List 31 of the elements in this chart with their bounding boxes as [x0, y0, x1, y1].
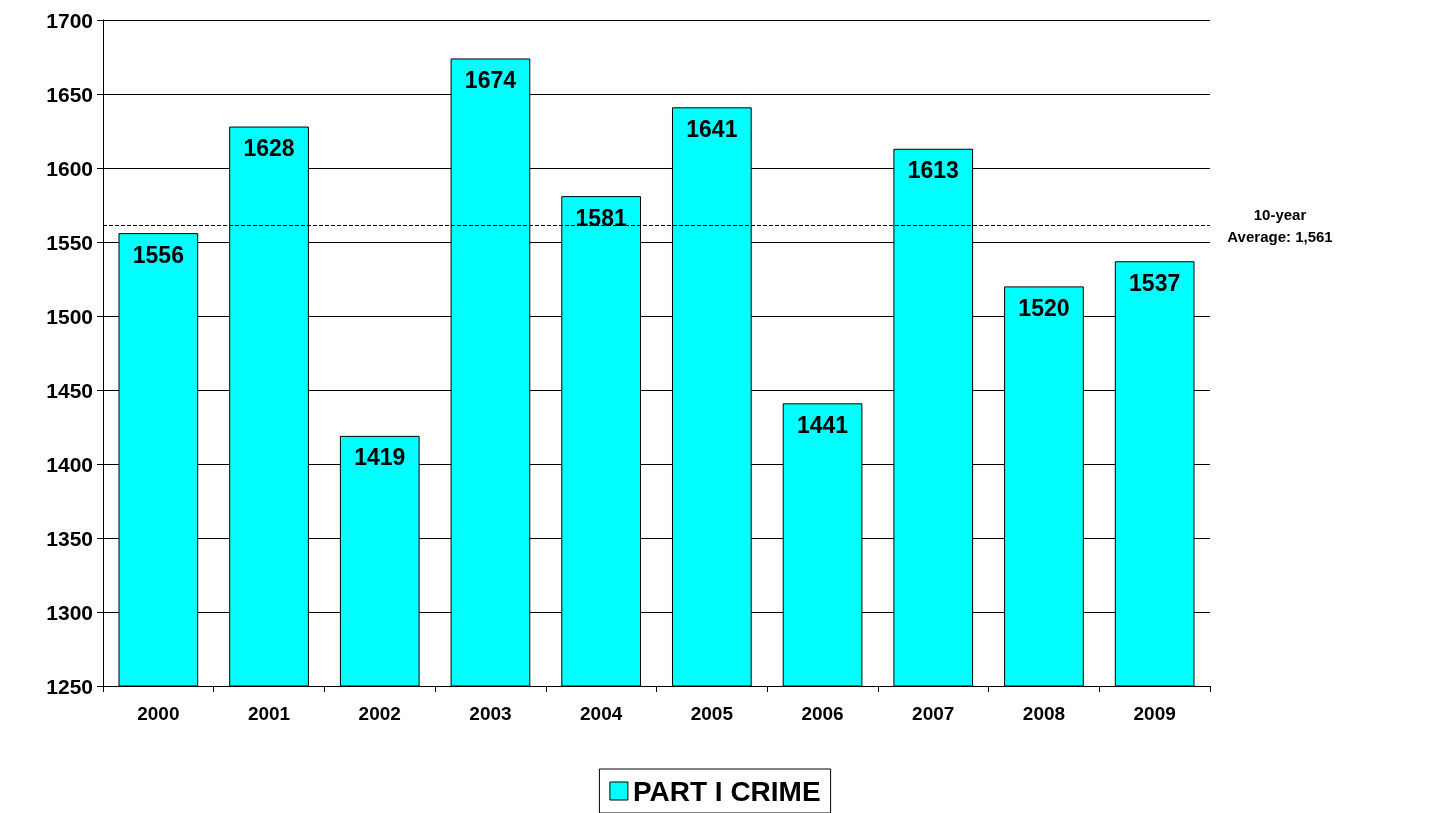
data-label: 1520 [1018, 294, 1070, 321]
data-label: 1441 [796, 411, 849, 438]
x-tick-label: 2002 [358, 703, 401, 724]
x-tick-label: 2006 [801, 703, 844, 724]
y-tick-label: 1550 [46, 230, 93, 254]
y-tick-label: 1300 [46, 600, 93, 624]
x-tick-label: 2009 [1133, 703, 1176, 724]
x-tick-label: 2003 [469, 703, 512, 724]
data-label: 1613 [907, 157, 959, 184]
y-tick-label: 1700 [46, 8, 93, 32]
x-tick-label: 2008 [1022, 703, 1066, 724]
data-label: 1537 [1129, 269, 1181, 296]
x-tick-label: 2001 [247, 703, 291, 724]
y-tick-label: 1350 [46, 526, 93, 550]
data-label: 1419 [354, 444, 406, 471]
y-tick-label: 1400 [46, 452, 93, 476]
x-tick-label: 2005 [690, 703, 734, 724]
data-label: 1628 [243, 135, 295, 162]
y-tick-label: 1500 [46, 304, 93, 328]
data-label: 1674 [464, 66, 517, 93]
y-tick-label: 1650 [46, 82, 93, 106]
y-tick-label: 1600 [46, 156, 93, 180]
y-tick-label: 1450 [46, 378, 93, 402]
x-tick-label: 2000 [137, 703, 180, 724]
data-label: 1556 [132, 241, 184, 268]
y-tick-label: 1250 [46, 674, 93, 698]
data-label: 1641 [686, 115, 738, 142]
legend-label: PART I CRIME [632, 775, 821, 807]
ref-line-label: 10-year Average: 1,561 [1227, 206, 1333, 246]
x-tick-label: 2007 [912, 703, 955, 724]
x-tick-label: 2004 [580, 703, 623, 724]
